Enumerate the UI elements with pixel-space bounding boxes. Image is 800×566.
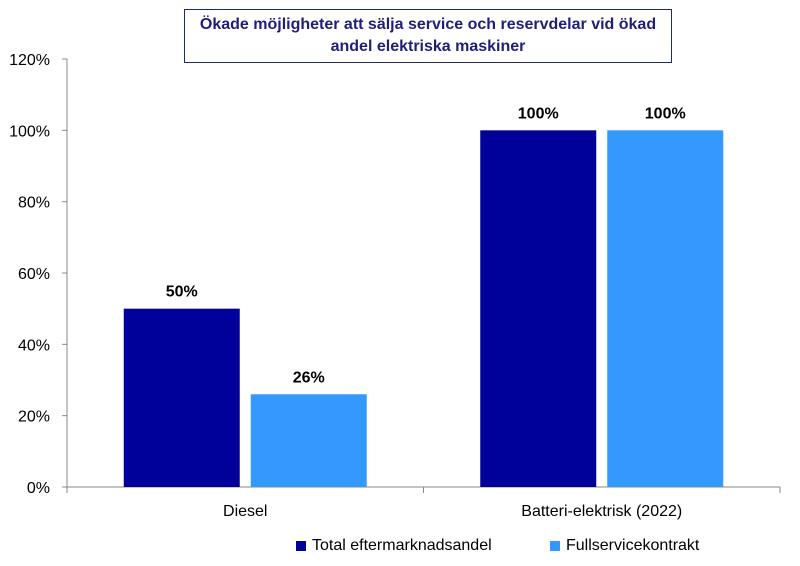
y-tick-label: 80% <box>18 195 50 212</box>
data-label: 100% <box>518 105 559 122</box>
chart-title: Ökade möjligheter att sälja service och … <box>184 9 672 63</box>
legend-label-fullservice: Fullservicekontrakt <box>566 537 700 554</box>
y-tick-label: 40% <box>18 337 50 354</box>
data-label: 50% <box>166 284 198 301</box>
y-tick-label: 100% <box>9 123 50 140</box>
legend-item-fullservicekontrakt: Fullservicekontrakt <box>550 536 699 556</box>
legend-label-total: Total eftermarknadsandel <box>312 537 492 554</box>
bar <box>607 130 724 488</box>
y-tick-label: 60% <box>18 266 50 283</box>
y-tick-label: 20% <box>18 409 50 426</box>
y-tick-label: 0% <box>27 480 50 497</box>
bar <box>480 130 597 488</box>
chart-title-line-1: Ökade möjligheter att sälja service och … <box>199 16 657 33</box>
legend-swatch-fullservice <box>550 541 560 551</box>
y-tick-label: 120% <box>9 52 50 69</box>
chart-title-line-2: andel elektriska maskiner <box>330 38 526 55</box>
legend-item-total-eftermarknadsandel: Total eftermarknadsandel <box>296 536 492 556</box>
x-category-label: Diesel <box>223 503 267 520</box>
data-label: 26% <box>293 369 325 386</box>
bar <box>250 394 367 487</box>
x-category-label: Batteri-elektrisk (2022) <box>521 503 682 520</box>
legend-swatch-total <box>296 541 306 551</box>
bar <box>123 308 240 487</box>
data-label: 100% <box>645 105 686 122</box>
